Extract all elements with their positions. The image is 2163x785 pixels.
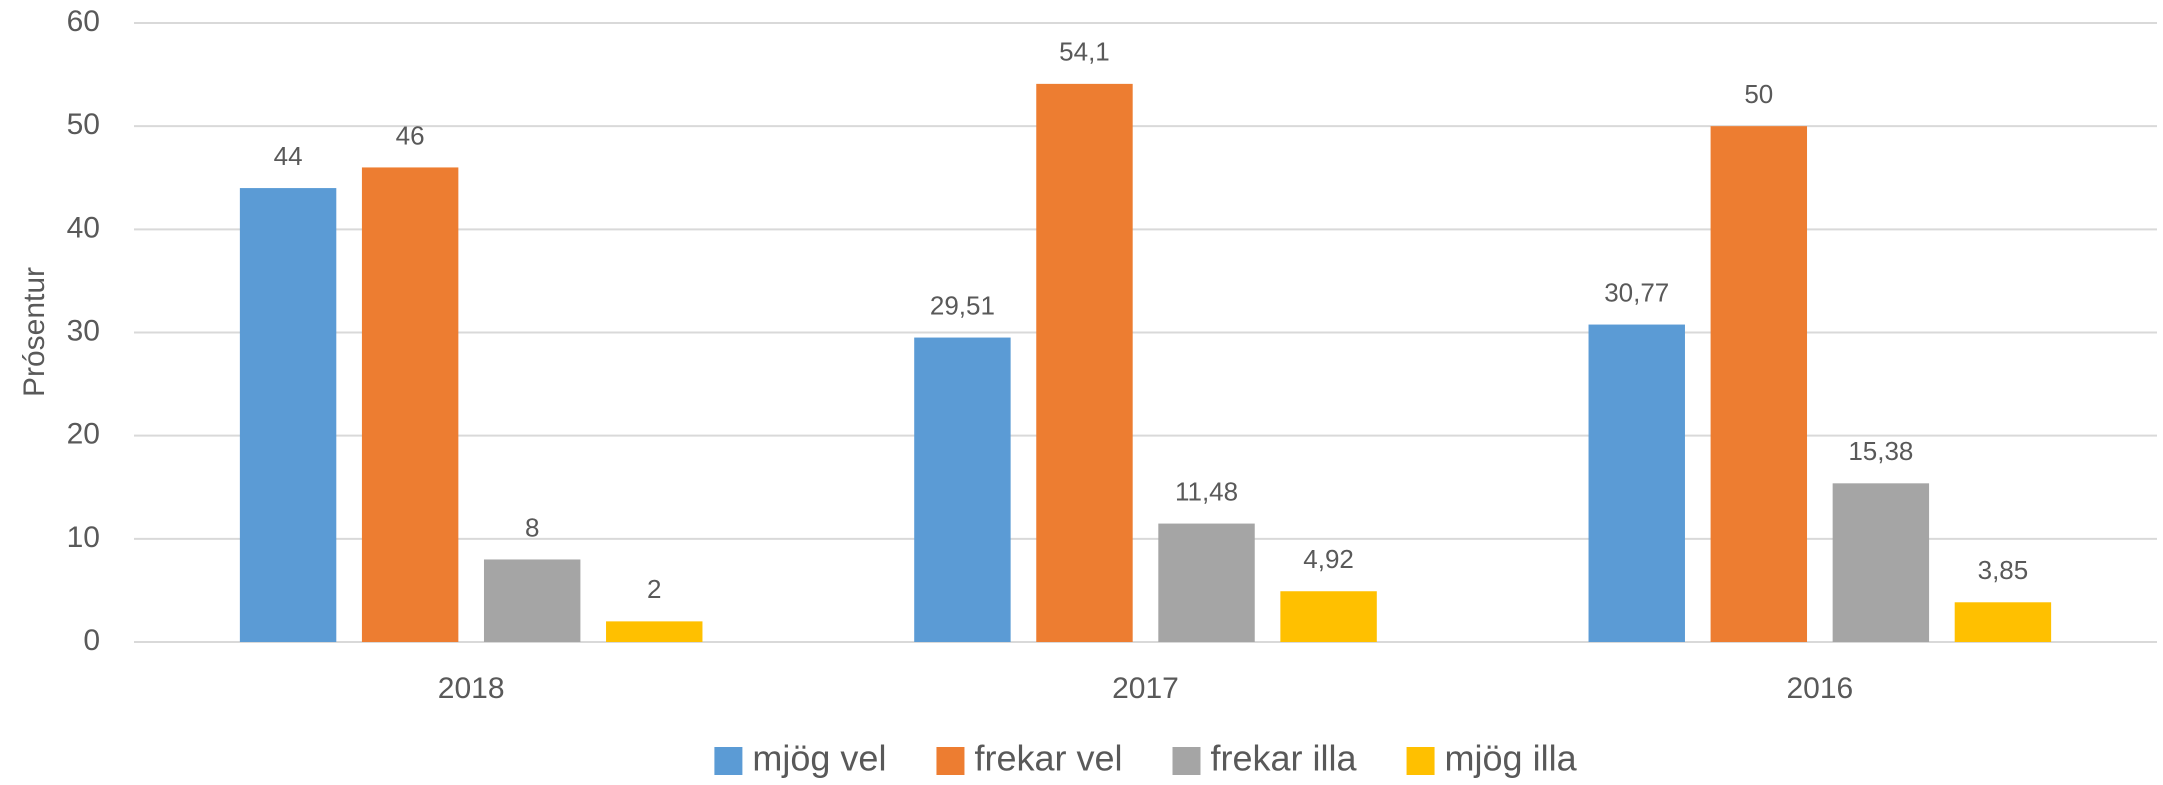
legend-swatch: [1406, 747, 1435, 775]
x-tick-label: 2016: [1786, 672, 1853, 705]
bar: [1036, 83, 1133, 642]
bar: [1954, 602, 2052, 642]
y-tick-label: 60: [67, 5, 100, 38]
value-label: 30,77: [1604, 277, 1669, 307]
bar: [1832, 483, 1930, 642]
legend-label: frekar illa: [1211, 738, 1358, 779]
value-label: 15,38: [1848, 436, 1913, 466]
y-tick-label: 40: [67, 211, 100, 244]
bar: [1158, 523, 1255, 642]
bar: [1588, 324, 1685, 642]
y-tick-label: 10: [67, 521, 100, 554]
bar: [361, 167, 459, 642]
bar: [606, 621, 703, 642]
x-tick-label: 2017: [1112, 672, 1179, 705]
value-label: 11,48: [1175, 476, 1238, 506]
legend-label: mjög vel: [752, 738, 886, 779]
bar: [1280, 591, 1377, 642]
y-tick-label: 20: [67, 418, 100, 451]
value-label: 8: [525, 512, 539, 542]
legend-swatch: [936, 747, 965, 775]
legend-label: frekar vel: [974, 738, 1122, 779]
value-label: 3,85: [1978, 555, 2029, 585]
bar: [914, 337, 1011, 642]
y-axis-label: Prósentur: [18, 267, 51, 397]
x-tick-label: 2018: [438, 672, 505, 705]
legend-swatch: [1172, 747, 1201, 775]
y-tick-label: 30: [67, 314, 100, 347]
bar: [483, 559, 581, 642]
value-label: 4,92: [1303, 544, 1354, 574]
value-label: 44: [274, 141, 303, 171]
value-label: 50: [1744, 79, 1773, 109]
y-tick-label: 0: [83, 624, 100, 657]
y-tick-label: 50: [67, 108, 100, 141]
value-label: 46: [396, 120, 425, 150]
value-label: 2: [647, 574, 661, 604]
value-label: 29,51: [930, 290, 995, 320]
bar: [1710, 126, 1808, 642]
bar: [239, 188, 337, 643]
value-label: 54,1: [1059, 37, 1110, 67]
legend-label: mjög illa: [1445, 738, 1578, 779]
legend-swatch: [714, 747, 743, 775]
